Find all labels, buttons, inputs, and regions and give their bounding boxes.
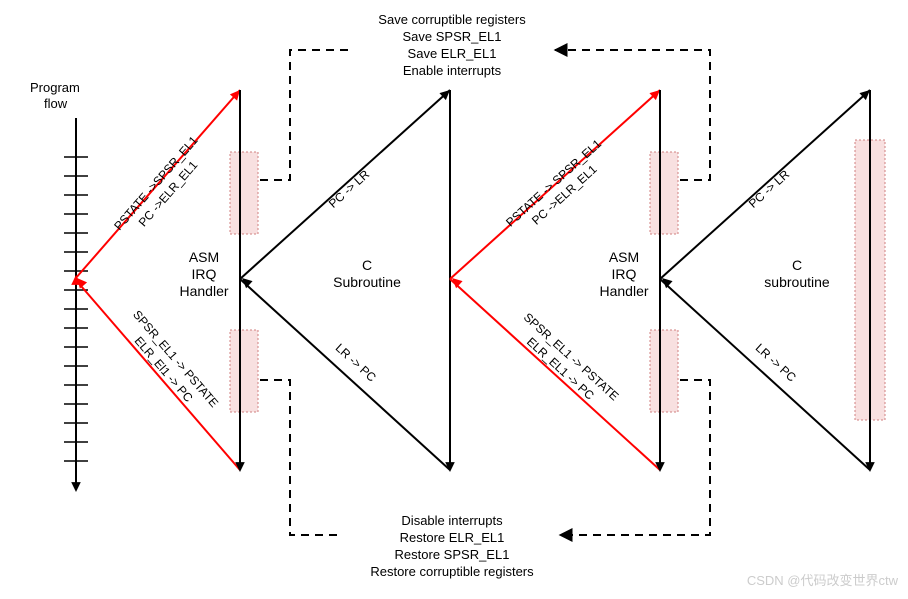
svg-text:IRQ: IRQ bbox=[612, 266, 637, 282]
svg-text:PSTATE -> SPSR_EL1: PSTATE -> SPSR_EL1 bbox=[503, 136, 604, 229]
svg-text:PC -> LR: PC -> LR bbox=[326, 167, 373, 211]
svg-text:Disable interrupts: Disable interrupts bbox=[401, 513, 503, 528]
svg-text:Subroutine: Subroutine bbox=[333, 274, 401, 290]
svg-text:LR -> PC: LR -> PC bbox=[753, 341, 799, 385]
svg-text:Restore ELR_EL1: Restore ELR_EL1 bbox=[400, 530, 505, 545]
svg-text:Save corruptible registers: Save corruptible registers bbox=[378, 12, 526, 27]
interrupt-flow-diagram: ProgramflowPC ->ELR_EL1PSTATE ->SPSR_EL1… bbox=[0, 0, 908, 599]
svg-text:Handler: Handler bbox=[179, 283, 228, 299]
svg-text:Program: Program bbox=[30, 80, 80, 95]
svg-text:C: C bbox=[792, 257, 802, 273]
svg-text:flow: flow bbox=[44, 96, 68, 111]
svg-text:Enable interrupts: Enable interrupts bbox=[403, 63, 502, 78]
svg-text:C: C bbox=[362, 257, 372, 273]
svg-text:Restore corruptible registers: Restore corruptible registers bbox=[370, 564, 534, 579]
watermark-text: CSDN @代码改变世界ctw bbox=[747, 570, 898, 589]
svg-text:Restore SPSR_EL1: Restore SPSR_EL1 bbox=[395, 547, 510, 562]
svg-text:IRQ: IRQ bbox=[192, 266, 217, 282]
svg-text:Save SPSR_EL1: Save SPSR_EL1 bbox=[402, 29, 501, 44]
svg-text:ASM: ASM bbox=[189, 249, 219, 265]
svg-text:ASM: ASM bbox=[609, 249, 639, 265]
svg-text:Handler: Handler bbox=[599, 283, 648, 299]
svg-text:Save ELR_EL1: Save ELR_EL1 bbox=[408, 46, 497, 61]
svg-text:LR -> PC: LR -> PC bbox=[333, 341, 379, 385]
svg-text:PC -> LR: PC -> LR bbox=[746, 167, 793, 211]
svg-text:subroutine: subroutine bbox=[764, 274, 830, 290]
